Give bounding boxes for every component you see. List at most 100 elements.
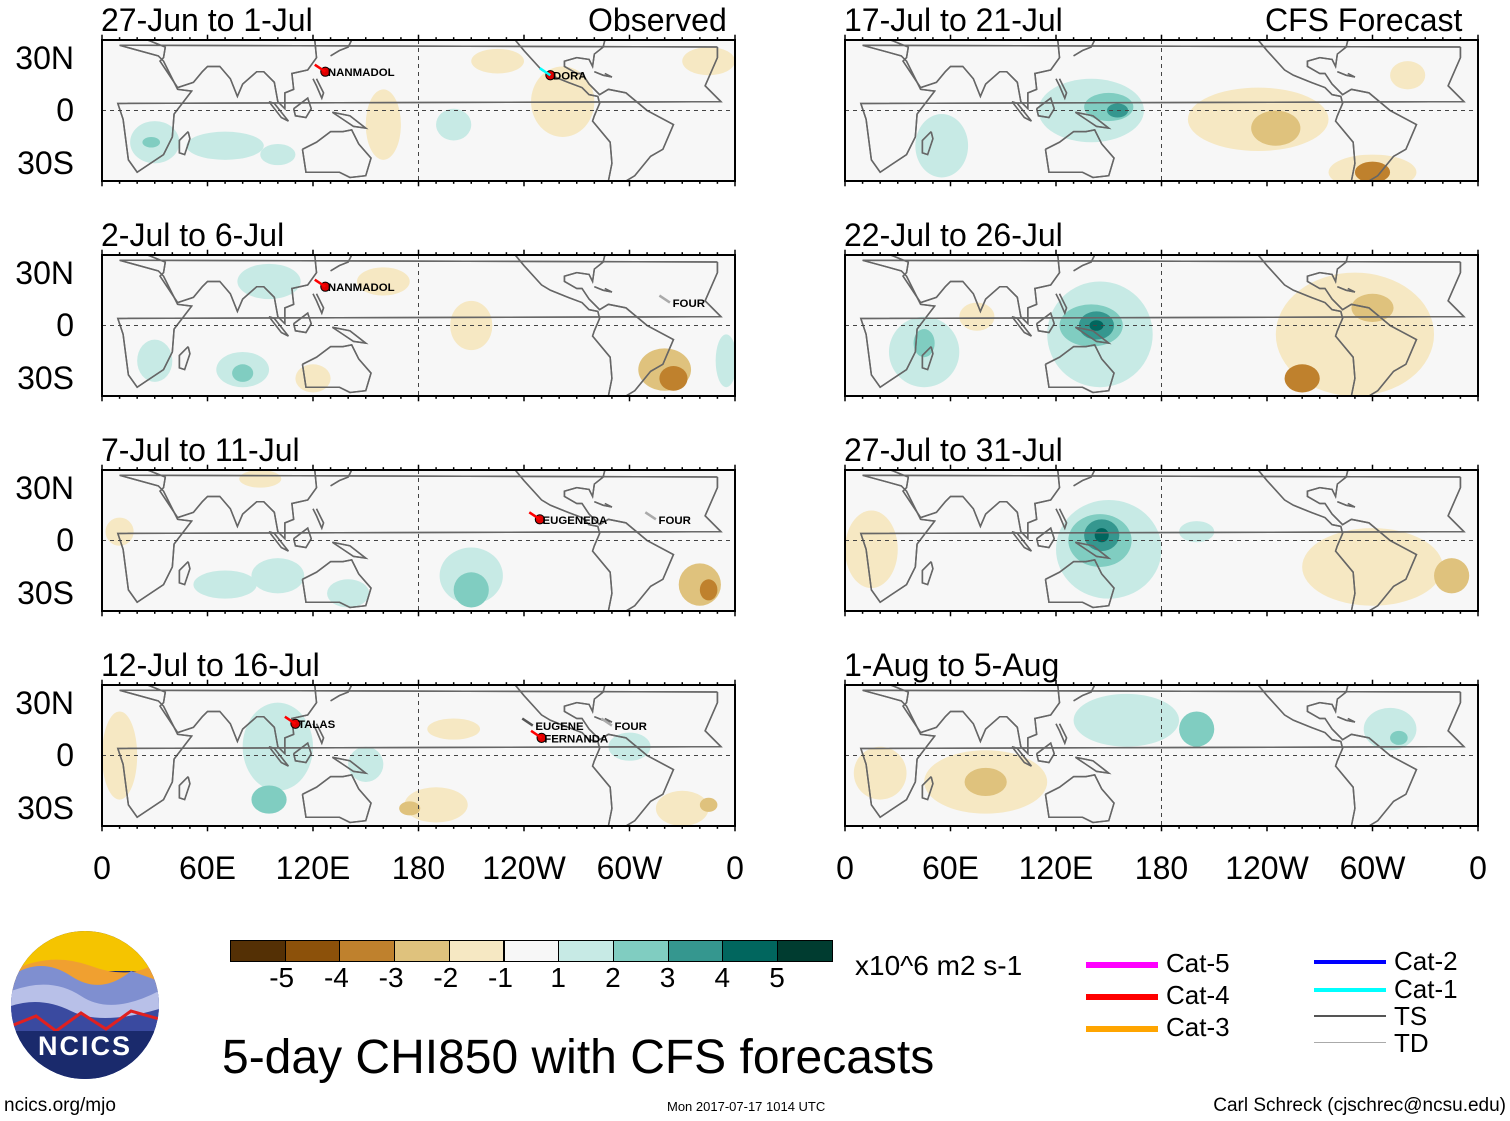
lon-label: 120W — [1225, 850, 1309, 886]
track-legend-label: Cat-2 — [1394, 946, 1458, 976]
panel-title: 1-Aug to 5-Aug — [844, 647, 1060, 683]
coastline — [1074, 685, 1095, 701]
map-panel — [845, 40, 1478, 181]
colorbar-label: 5 — [769, 962, 785, 993]
storm-track — [522, 718, 533, 725]
track-legend-label: TS — [1394, 1001, 1428, 1031]
coastline — [891, 470, 1060, 539]
anomaly-contour — [327, 579, 370, 608]
anomaly-contour — [237, 263, 301, 300]
coastline — [269, 532, 288, 551]
storm-label: FERNANDA — [544, 733, 608, 745]
coastline — [891, 40, 1060, 109]
coastline — [148, 255, 317, 324]
lat-label: 30S — [17, 575, 74, 611]
anomaly-contour — [964, 767, 1007, 797]
colorbar-swatch — [394, 940, 450, 962]
anomaly-contour — [251, 785, 287, 814]
panel-title: 7-Jul to 11-Jul — [101, 432, 300, 468]
lat-label: 0 — [56, 307, 74, 343]
anomaly-contour — [239, 470, 282, 488]
ncics-logo: NCICS — [11, 931, 159, 1079]
logo-text: NCICS — [38, 1031, 132, 1061]
footer-timestamp: Mon 2017-07-17 1014 UTC — [667, 1099, 826, 1114]
anomaly-contour — [1434, 558, 1470, 594]
storm-track — [315, 280, 326, 287]
coastline — [564, 685, 673, 826]
coastline — [891, 255, 1060, 324]
track-legend-label: Cat-1 — [1394, 974, 1458, 1004]
map-panel: NANMADOL DORA — [102, 40, 735, 181]
coastline — [179, 347, 190, 370]
coastline — [1056, 294, 1067, 313]
track-legend-label: Cat-3 — [1166, 1012, 1230, 1042]
lon-label: 120W — [482, 850, 566, 886]
coastline — [1056, 79, 1067, 98]
anomaly-contour — [682, 47, 735, 76]
track-legend-line — [1314, 960, 1386, 964]
anomaly-contour — [699, 797, 718, 812]
storm-label: TALAS — [298, 719, 336, 731]
coastline — [148, 685, 317, 754]
anomaly-contour — [699, 579, 718, 601]
coastline — [148, 40, 317, 109]
anomaly-contour — [365, 89, 401, 160]
track-legend-line — [1086, 1026, 1158, 1032]
anomaly-contour — [295, 364, 331, 393]
colorbar-swatch — [284, 940, 341, 962]
header-observed: Observed — [588, 2, 727, 38]
storm-label: NANMADOL — [328, 282, 395, 294]
anomaly-contour — [260, 143, 296, 166]
lon-label: 60E — [179, 850, 236, 886]
panel-title: 17-Jul to 21-Jul — [844, 2, 1063, 38]
colorbar-swatch — [448, 940, 505, 962]
colorbar-units: x10^6 m2 s-1 — [855, 950, 1023, 981]
coastline — [302, 560, 371, 608]
anomaly-contour — [186, 131, 264, 160]
coastline — [313, 509, 324, 528]
anomaly-contour — [1179, 711, 1215, 747]
storm-track — [645, 512, 656, 519]
anomaly-contour — [453, 572, 489, 608]
coastline — [1012, 532, 1031, 551]
coastline — [269, 317, 288, 336]
lon-label: 0 — [1469, 850, 1487, 886]
coastline — [1037, 528, 1055, 547]
coastline — [1337, 502, 1355, 507]
anomaly-contour — [193, 570, 257, 599]
anomaly-contour — [915, 114, 969, 178]
coastline — [515, 470, 612, 611]
colorbar-label: -1 — [488, 962, 513, 993]
lat-label: 30N — [15, 470, 74, 506]
coastline — [1012, 317, 1031, 336]
lat-label: 0 — [56, 522, 74, 558]
coastline — [1307, 255, 1416, 396]
lon-label: 0 — [93, 850, 111, 886]
map-panel — [845, 470, 1478, 611]
colorbar-swatch — [667, 940, 724, 962]
panel-title: 2-Jul to 6-Jul — [101, 217, 285, 253]
lon-label: 60W — [1339, 850, 1406, 886]
main-title: 5-day CHI850 with CFS forecasts — [222, 1031, 935, 1084]
coastline — [313, 724, 324, 743]
storm-track — [601, 718, 612, 725]
coastline — [331, 470, 352, 486]
coastline — [332, 327, 365, 343]
anomaly-contour — [142, 136, 161, 148]
lat-label: 30N — [15, 40, 74, 76]
coastline — [594, 72, 612, 77]
footer-url[interactable]: ncics.org/mjo — [4, 1095, 116, 1116]
track-legend-line — [1314, 988, 1386, 992]
colorbar-swatch — [777, 940, 833, 962]
lon-label: 0 — [836, 850, 854, 886]
storm-label: FOUR — [659, 515, 692, 527]
panel-title: 27-Jul to 31-Jul — [844, 432, 1063, 468]
colorbar-label: 2 — [605, 962, 621, 993]
track-legend-label: Cat-5 — [1166, 948, 1230, 978]
lon-label: 60E — [922, 850, 979, 886]
coastline — [1056, 509, 1067, 528]
anomaly-contour — [471, 48, 524, 74]
coastline — [294, 313, 312, 332]
anomaly-contour — [404, 787, 468, 823]
coastline — [1307, 685, 1416, 826]
